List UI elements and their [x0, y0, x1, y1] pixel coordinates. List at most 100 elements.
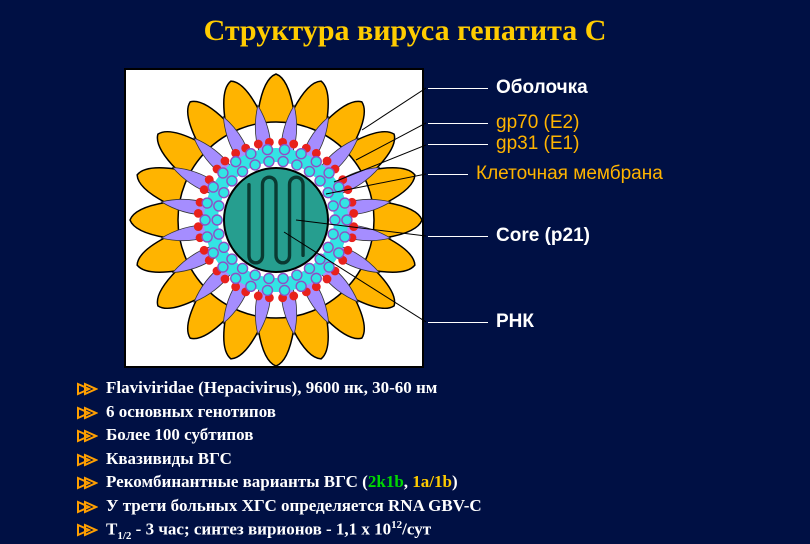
membrane-bead — [330, 215, 340, 225]
membrane-bead — [238, 263, 248, 273]
membrane-bead — [227, 176, 237, 186]
membrane-bead — [315, 176, 325, 186]
bullet-text: У трети больных ХГС определяется RNA GBV… — [106, 496, 482, 517]
membrane-bead — [218, 262, 228, 272]
membrane-bead — [324, 262, 334, 272]
diagram-label: Оболочка — [428, 77, 588, 99]
label-text: Core (p21) — [488, 225, 590, 247]
red-dot — [200, 246, 209, 255]
chevron-icon — [76, 382, 98, 402]
chevron-icon — [76, 453, 98, 473]
membrane-bead — [328, 201, 338, 211]
bullet-text: 6 основных генотипов — [106, 402, 276, 423]
label-text: gp31 (E1) — [488, 133, 579, 155]
membrane-bead — [212, 215, 222, 225]
membrane-bead — [296, 281, 306, 291]
membrane-bead — [262, 285, 272, 295]
page-title: Структура вируса гепатита С — [0, 14, 810, 48]
bullet-text: Рекомбинантные варианты ВГС (2k1b, 1a/1b… — [106, 472, 458, 493]
red-dot — [200, 185, 209, 194]
red-dot — [254, 140, 263, 149]
membrane-bead — [315, 254, 325, 264]
diagram-label: gp31 (E1) — [428, 133, 579, 155]
membrane-bead — [214, 201, 224, 211]
membrane-bead — [218, 168, 228, 178]
membrane-bead — [278, 273, 288, 283]
membrane-bead — [340, 232, 350, 242]
label-text: Клеточная мембрана — [468, 163, 663, 185]
bullet-item: Более 100 субтипов — [76, 425, 776, 449]
bullet-text: Flaviviridae (Hepacivirus), 9600 нк, 30-… — [106, 378, 437, 399]
membrane-bead — [292, 270, 302, 280]
membrane-bead — [250, 160, 260, 170]
membrane-bead — [328, 229, 338, 239]
red-dot — [343, 246, 352, 255]
membrane-bead — [227, 254, 237, 264]
chevron-icon — [76, 429, 98, 449]
membrane-bead — [311, 157, 321, 167]
membrane-bead — [340, 198, 350, 208]
membrane-bead — [264, 157, 274, 167]
red-dot — [254, 292, 263, 301]
label-leader-line — [428, 144, 488, 145]
membrane-bead — [202, 198, 212, 208]
membrane-bead — [219, 242, 229, 252]
red-dot — [323, 157, 332, 166]
chevron-icon — [76, 406, 98, 426]
label-leader-line — [428, 236, 488, 237]
membrane-bead — [208, 248, 218, 258]
membrane-bead — [231, 157, 241, 167]
membrane-bead — [200, 215, 210, 225]
membrane-bead — [304, 263, 314, 273]
membrane-bead — [296, 149, 306, 159]
bullet-item: Рекомбинантные варианты ВГС (2k1b, 1a/1b… — [76, 472, 776, 496]
red-dot — [221, 275, 230, 284]
membrane-bead — [246, 149, 256, 159]
membrane-bead — [262, 145, 272, 155]
membrane-bead — [280, 285, 290, 295]
membrane-bead — [304, 167, 314, 177]
red-dot — [289, 292, 298, 301]
bullet-text: Более 100 субтипов — [106, 425, 253, 446]
membrane-bead — [208, 182, 218, 192]
membrane-bead — [342, 215, 352, 225]
membrane-bead — [311, 273, 321, 283]
membrane-bead — [278, 157, 288, 167]
membrane-bead — [250, 270, 260, 280]
virus-svg — [126, 70, 426, 370]
membrane-bead — [323, 242, 333, 252]
red-dot — [221, 157, 230, 166]
chevron-icon — [76, 500, 98, 520]
diagram-label: РНК — [428, 311, 534, 333]
membrane-bead — [246, 281, 256, 291]
bullet-item: У трети больных ХГС определяется RNA GBV… — [76, 496, 776, 520]
red-dot — [323, 275, 332, 284]
label-leader-line — [428, 123, 488, 124]
chevron-icon — [76, 476, 98, 496]
label-leader-line — [428, 88, 488, 89]
membrane-bead — [264, 273, 274, 283]
label-leader-line — [428, 174, 468, 175]
membrane-bead — [231, 273, 241, 283]
membrane-bead — [334, 248, 344, 258]
bullet-item: Квазивиды ВГС — [76, 449, 776, 473]
bullet-list: Flaviviridae (Hepacivirus), 9600 нк, 30-… — [76, 378, 776, 544]
membrane-bead — [280, 145, 290, 155]
membrane-bead — [324, 168, 334, 178]
diagram-label: gp70 (E2) — [428, 112, 579, 134]
label-text: РНК — [488, 311, 534, 333]
membrane-bead — [292, 160, 302, 170]
bullet-text: Квазивиды ВГС — [106, 449, 232, 470]
diagram-label: Core (p21) — [428, 225, 590, 247]
diagram-label: Клеточная мембрана — [428, 163, 663, 185]
label-text: Оболочка — [488, 77, 588, 99]
red-dot — [289, 140, 298, 149]
membrane-bead — [219, 188, 229, 198]
bullet-item: 6 основных генотипов — [76, 402, 776, 426]
membrane-bead — [202, 232, 212, 242]
virus-diagram — [124, 68, 424, 368]
label-text: gp70 (E2) — [488, 112, 579, 134]
bullet-item: Flaviviridae (Hepacivirus), 9600 нк, 30-… — [76, 378, 776, 402]
membrane-bead — [238, 167, 248, 177]
label-leader-line — [428, 322, 488, 323]
